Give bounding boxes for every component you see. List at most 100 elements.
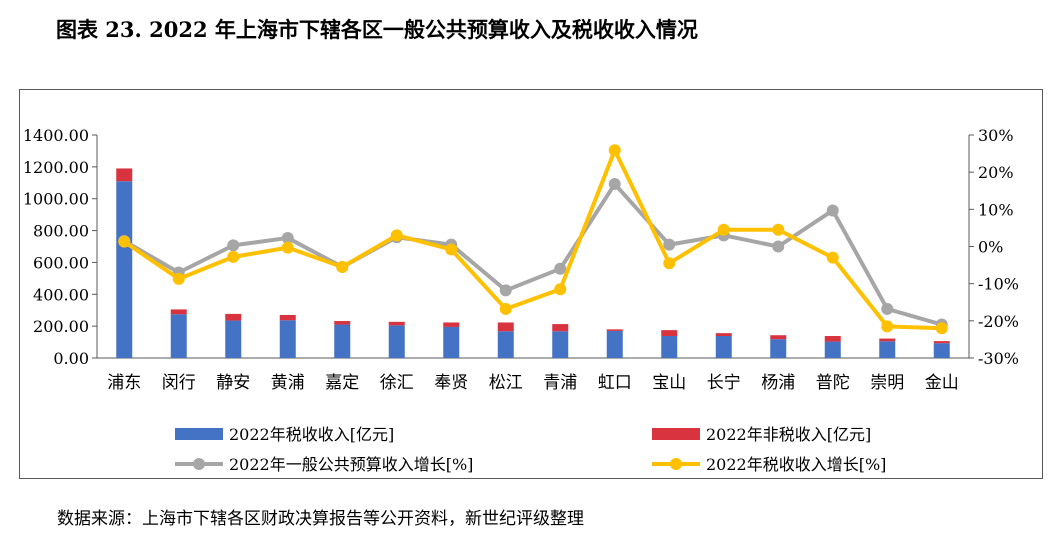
bar-nontax — [388, 321, 405, 326]
tax-growth-point — [826, 251, 839, 264]
bar-tax — [225, 320, 242, 358]
legend-swatch-point — [193, 458, 205, 470]
left-tick-label: 1400.00 — [23, 126, 89, 145]
legend-label: 2022年非税收入[亿元] — [706, 425, 871, 444]
tax-growth-point — [281, 241, 294, 254]
x-tick-label: 虹口 — [598, 373, 632, 393]
tax-growth-point — [499, 302, 512, 315]
tax-growth-point — [172, 272, 185, 285]
tax-growth-point — [336, 260, 349, 273]
tax-growth-point — [717, 223, 730, 236]
x-tick-label: 闵行 — [162, 373, 196, 393]
x-tick-label: 静安 — [216, 373, 250, 393]
bar-tax — [715, 336, 732, 358]
right-tick-label: -20% — [978, 312, 1019, 331]
tax-growth-point — [663, 257, 676, 270]
tax-growth-point — [554, 283, 567, 296]
bar-tax — [116, 181, 133, 358]
right-tick-label: 20% — [978, 163, 1014, 182]
tax-growth-point — [390, 229, 403, 242]
chart-svg: 0.00 200.00 400.00 600.00 800.00 1000.00 1200.… — [23, 126, 1019, 474]
bar-nontax — [715, 333, 732, 337]
tax-growth-point — [445, 243, 458, 256]
bar-tax — [606, 330, 623, 358]
legend-swatch — [652, 428, 700, 440]
legend-label: 2022年一般公共预算收入增长[%] — [229, 455, 473, 474]
left-tick-label: 800.00 — [33, 222, 89, 241]
budget-growth-point — [227, 239, 240, 252]
right-tick-label: 10% — [978, 200, 1014, 219]
left-tick-label: 400.00 — [33, 285, 89, 304]
left-tick-label: 1000.00 — [23, 190, 89, 209]
tax-growth-point — [118, 235, 131, 248]
x-tick-label: 奉贤 — [434, 373, 468, 393]
tax-growth-point — [227, 250, 240, 263]
bar-nontax — [116, 168, 133, 182]
chart-title: 图表 23. 2022 年上海市下辖各区一般公共预算收入及税收收入情况 — [56, 17, 698, 42]
budget-growth-point — [554, 262, 567, 275]
x-tick-label: 嘉定 — [325, 373, 359, 393]
legend-label: 2022年税收收入增长[%] — [706, 455, 886, 474]
bar-nontax — [606, 329, 623, 331]
tax-growth-point — [935, 322, 948, 335]
bar-nontax — [552, 324, 569, 332]
bar-tax — [497, 331, 514, 358]
tax-growth-line — [123, 148, 942, 331]
x-tick-label: 徐汇 — [380, 373, 414, 393]
left-tick-label: 0.00 — [53, 349, 89, 368]
budget-growth-point — [826, 204, 839, 217]
budget-growth-point — [499, 284, 512, 297]
left-tick-label: 200.00 — [33, 317, 89, 336]
legend-label: 2022年税收收入[亿元] — [229, 425, 394, 444]
x-tick-label: 青浦 — [543, 373, 577, 393]
legend-swatch-point — [670, 458, 682, 470]
bar-tax — [388, 325, 405, 358]
bar-tax — [661, 336, 678, 358]
bar-nontax — [661, 330, 678, 337]
budget-growth-point — [663, 238, 676, 251]
x-tick-label: 黄浦 — [271, 373, 305, 393]
bar-nontax — [933, 341, 950, 344]
bar-nontax — [225, 313, 242, 321]
x-tick-label: 金山 — [925, 373, 959, 393]
bar-nontax — [170, 309, 187, 315]
tax-growth-point — [881, 320, 894, 333]
bar-nontax — [497, 322, 514, 332]
right-tick-label: 30% — [978, 126, 1014, 145]
chart-frame: 0.00 200.00 400.00 600.00 800.00 1000.00 1200.… — [19, 89, 1043, 479]
legend-swatch — [175, 428, 223, 440]
bar-tax — [770, 339, 787, 358]
bar-tax — [170, 314, 187, 358]
right-tick-label: 0% — [978, 238, 1003, 257]
x-tick-label: 杨浦 — [761, 373, 795, 393]
right-tick-label: -30% — [978, 349, 1019, 368]
bar-tax — [879, 341, 896, 358]
x-tick-label: 崇明 — [870, 373, 904, 393]
bar-tax — [279, 320, 296, 358]
bar-tax — [933, 343, 950, 358]
bar-tax — [552, 331, 569, 358]
budget-growth-point — [881, 302, 894, 315]
tax-growth-point — [608, 144, 621, 157]
budget-growth-point — [281, 231, 294, 244]
bar-nontax — [443, 322, 460, 327]
x-tick-label: 普陀 — [816, 373, 850, 393]
bar-nontax — [770, 335, 787, 340]
budget-growth-point — [772, 240, 785, 253]
bar-tax — [443, 326, 460, 358]
left-tick-label: 600.00 — [33, 253, 89, 272]
tax-growth-point — [772, 223, 785, 236]
left-tick-label: 1200.00 — [23, 158, 89, 177]
x-tick-label: 宝山 — [652, 373, 686, 393]
bar-nontax — [824, 336, 841, 342]
x-tick-label: 浦东 — [107, 373, 141, 393]
bar-nontax — [279, 314, 296, 321]
bar-nontax — [879, 338, 896, 342]
x-tick-label: 长宁 — [707, 373, 741, 393]
x-tick-label: 松江 — [489, 373, 523, 393]
budget-growth-line — [123, 182, 943, 327]
bar-nontax — [334, 321, 351, 325]
bar-tax — [824, 341, 841, 358]
source-note: 数据来源：上海市下辖各区财政决算报告等公开资料，新世纪评级整理 — [57, 509, 584, 529]
right-tick-label: -10% — [978, 275, 1019, 294]
